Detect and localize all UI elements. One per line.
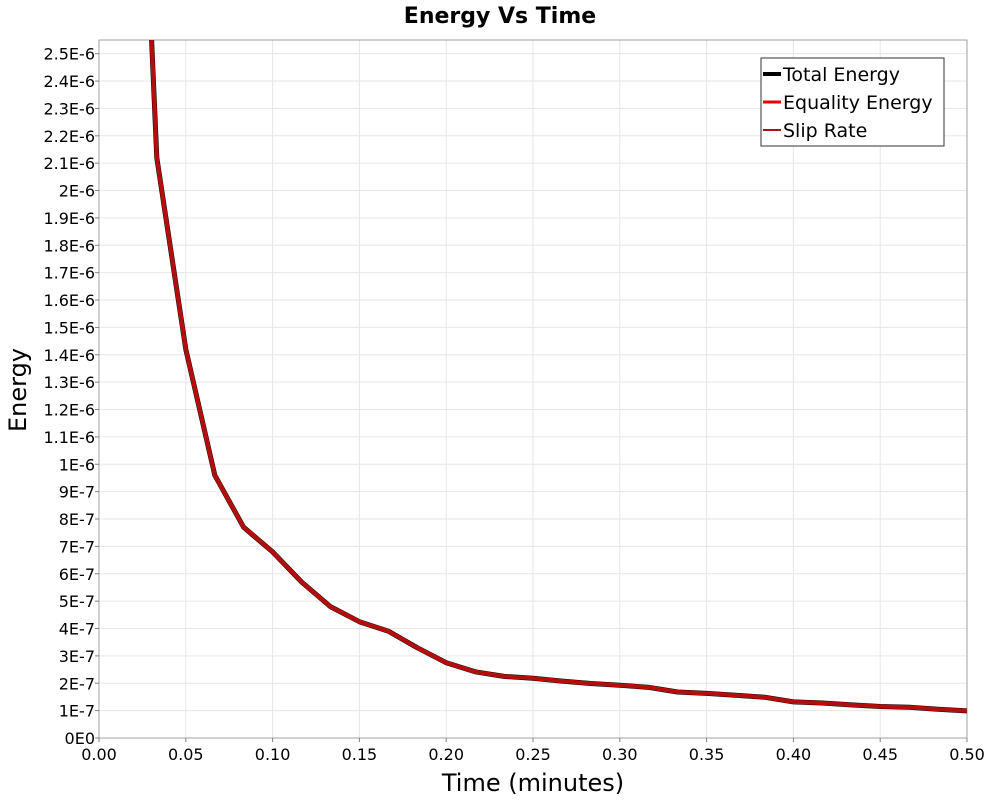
x-tick-label: 0.40 bbox=[776, 745, 812, 764]
y-tick-label: 3E-7 bbox=[59, 647, 95, 666]
x-tick-label: 0.30 bbox=[602, 745, 638, 764]
y-tick-label: 1E-6 bbox=[59, 455, 95, 474]
legend-label-slip-rate: Slip Rate bbox=[783, 120, 867, 142]
series-line-slip-rate bbox=[150, 40, 967, 713]
y-tick-label: 5E-7 bbox=[59, 592, 95, 611]
y-tick-label: 6E-7 bbox=[59, 565, 95, 584]
x-axis-ticks: 0.00 0.05 0.10 0.15 0.20 0.25 0.30 0.35 0.40 0.45… bbox=[81, 738, 985, 764]
y-tick-label: 1.5E-6 bbox=[43, 318, 95, 337]
x-tick-label: 0.35 bbox=[689, 745, 725, 764]
x-tick-label: 0.20 bbox=[428, 745, 464, 764]
y-tick-label: 1.8E-6 bbox=[43, 236, 95, 255]
y-axis-label: Energy bbox=[4, 348, 32, 432]
y-axis-ticks: 0E0 1E-7 2E-7 3E-7 4E-7 5E-7 6E-7 7E-7 8E-7 9E-7 1… bbox=[43, 45, 99, 748]
x-tick-label: 0.00 bbox=[81, 745, 117, 764]
y-tick-label: 2.4E-6 bbox=[43, 72, 95, 91]
y-tick-label: 2.1E-6 bbox=[43, 154, 95, 173]
y-tick-label: 2E-6 bbox=[59, 182, 95, 201]
legend-label-total-energy: Total Energy bbox=[782, 64, 900, 86]
y-tick-label: 1.9E-6 bbox=[43, 209, 95, 228]
y-tick-label: 8E-7 bbox=[59, 510, 95, 529]
y-tick-label: 1.7E-6 bbox=[43, 264, 95, 283]
x-tick-label: 0.10 bbox=[255, 745, 291, 764]
y-tick-label: 7E-7 bbox=[59, 537, 95, 556]
y-tick-label: 1E-7 bbox=[59, 702, 95, 721]
x-tick-label: 0.05 bbox=[168, 745, 204, 764]
y-tick-label: 1.3E-6 bbox=[43, 373, 95, 392]
y-tick-label: 1.2E-6 bbox=[43, 401, 95, 420]
x-axis-label: Time (minutes) bbox=[441, 769, 624, 797]
x-tick-label: 0.15 bbox=[342, 745, 378, 764]
series-lines bbox=[149, 40, 967, 714]
legend: Total Energy Equality Energy Slip Rate bbox=[760, 57, 945, 147]
y-tick-label: 9E-7 bbox=[59, 483, 95, 502]
y-tick-label: 1.4E-6 bbox=[43, 346, 95, 365]
legend-box bbox=[760, 57, 945, 147]
x-tick-label: 0.25 bbox=[515, 745, 551, 764]
y-tick-label: 0E0 bbox=[65, 729, 95, 748]
x-tick-label: 0.50 bbox=[949, 745, 985, 764]
y-tick-label: 2.5E-6 bbox=[43, 45, 95, 64]
x-tick-label: 0.45 bbox=[862, 745, 898, 764]
legend-label-equality-energy: Equality Energy bbox=[783, 92, 933, 114]
y-tick-label: 1.1E-6 bbox=[43, 428, 95, 447]
y-tick-label: 2E-7 bbox=[59, 674, 95, 693]
y-tick-label: 1.6E-6 bbox=[43, 291, 95, 310]
chart-title: Energy Vs Time bbox=[404, 4, 596, 29]
y-tick-label: 2.3E-6 bbox=[43, 99, 95, 118]
y-tick-label: 2.2E-6 bbox=[43, 127, 95, 146]
y-tick-label: 4E-7 bbox=[59, 620, 95, 639]
